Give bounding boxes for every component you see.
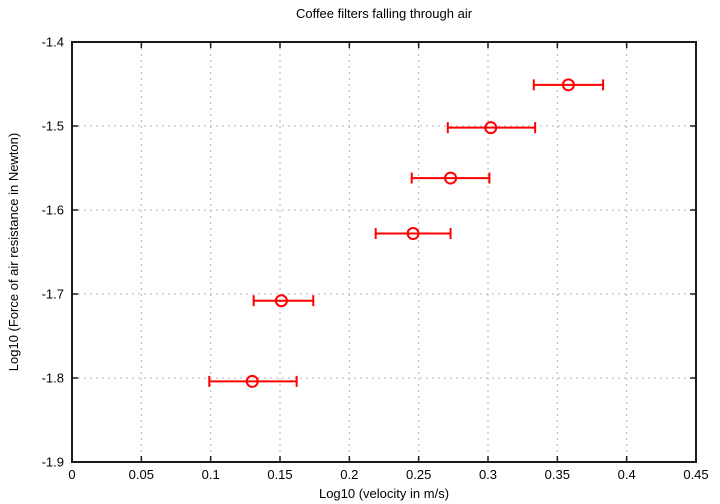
x-tick-label: 0.45	[683, 467, 708, 482]
data-point-group	[374, 227, 452, 241]
data-point-group	[252, 294, 315, 308]
x-tick-label: 0.25	[406, 467, 431, 482]
data-point-marker	[444, 171, 458, 185]
data-point-marker	[406, 227, 420, 241]
data-point-marker	[561, 78, 575, 92]
plot-border	[71, 41, 697, 463]
data-point-marker	[484, 121, 498, 135]
y-tick-label: -1.4	[42, 35, 64, 50]
tick-layer	[71, 41, 697, 463]
axis-border-layer	[71, 41, 697, 463]
data-point-group	[532, 78, 605, 92]
y-axis-label: Log10 (Force of air resistance in Newton…	[6, 133, 21, 371]
y-tick-label: -1.8	[42, 371, 64, 386]
y-tick-label: -1.6	[42, 203, 64, 218]
y-tick-label: -1.5	[42, 119, 64, 134]
x-tick-label: 0.3	[479, 467, 497, 482]
x-tick-label: 0.05	[129, 467, 154, 482]
data-point-group	[410, 171, 491, 185]
data-point-marker	[245, 374, 259, 388]
y-tick-label: -1.7	[42, 287, 64, 302]
x-tick-label: 0.15	[267, 467, 292, 482]
data-point-group	[446, 121, 537, 135]
tick-label-layer: 0 0.05 0.1 0.15 0.2 0.25 0.3 0.35 0.4 0.45 -1.9 -1.…	[42, 35, 709, 483]
x-tick-label: 0.1	[202, 467, 220, 482]
data-series-layer	[208, 78, 605, 388]
y-tick-label: -1.9	[42, 455, 64, 470]
x-tick-label: 0.2	[340, 467, 358, 482]
chart-title: Coffee filters falling through air	[296, 6, 473, 21]
grid-layer	[72, 42, 696, 462]
data-point-marker	[274, 294, 288, 308]
data-point-group	[208, 374, 298, 388]
x-axis-label: Log10 (velocity in m/s)	[319, 486, 449, 501]
x-tick-label: 0.35	[545, 467, 570, 482]
x-tick-label: 0	[68, 467, 75, 482]
x-tick-label: 0.4	[618, 467, 636, 482]
